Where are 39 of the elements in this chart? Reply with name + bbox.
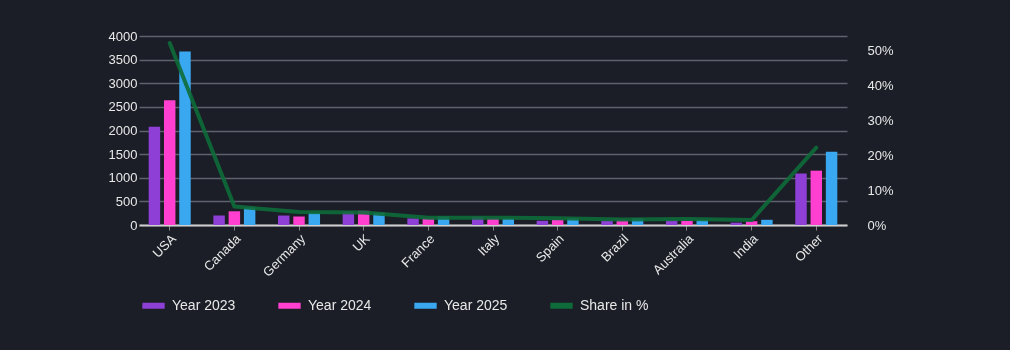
bar — [761, 219, 773, 225]
x-tick-label: Italy — [474, 230, 503, 259]
y-tick-label: 1500 — [108, 146, 138, 162]
bar — [228, 211, 241, 225]
bar — [293, 216, 305, 225]
bar — [163, 100, 176, 225]
line-series — [167, 41, 819, 223]
bar — [278, 215, 290, 225]
x-tick-label: USA — [149, 230, 180, 261]
y-tick-label: 0 — [130, 217, 138, 233]
legend-label: Share in % — [580, 296, 649, 313]
bar — [179, 51, 191, 225]
bar — [213, 215, 225, 225]
legend-label: Year 2025 — [444, 296, 508, 313]
bar — [536, 220, 549, 225]
y-tick-label: 4000 — [108, 28, 138, 44]
legend-label: Year 2024 — [308, 296, 372, 313]
bar — [795, 173, 807, 225]
legend-label: Year 2023 — [172, 296, 236, 313]
bar — [825, 151, 838, 225]
bar — [681, 220, 693, 225]
bar — [407, 218, 419, 225]
y-tick-label: 2000 — [108, 123, 138, 138]
y2-tick-label: 50% — [867, 42, 894, 58]
bar — [601, 220, 613, 225]
x-tick-label: UK — [349, 230, 374, 255]
y2-tick-label: 0% — [867, 217, 887, 233]
y-tick-label: 1000 — [108, 170, 138, 186]
y2-tick-label: 10% — [867, 182, 894, 198]
bar — [148, 126, 161, 225]
y-tick-label: 3000 — [108, 75, 138, 91]
y2-tick-label: 20% — [867, 147, 894, 163]
y-tick-label: 2500 — [108, 99, 138, 115]
y-tick-label: 500 — [115, 193, 138, 209]
bar — [810, 170, 823, 225]
y2-tick-label: 40% — [867, 77, 894, 93]
bar — [551, 219, 564, 225]
y2-tick-label: 30% — [867, 112, 894, 128]
y-tick-label: 3500 — [108, 52, 138, 68]
